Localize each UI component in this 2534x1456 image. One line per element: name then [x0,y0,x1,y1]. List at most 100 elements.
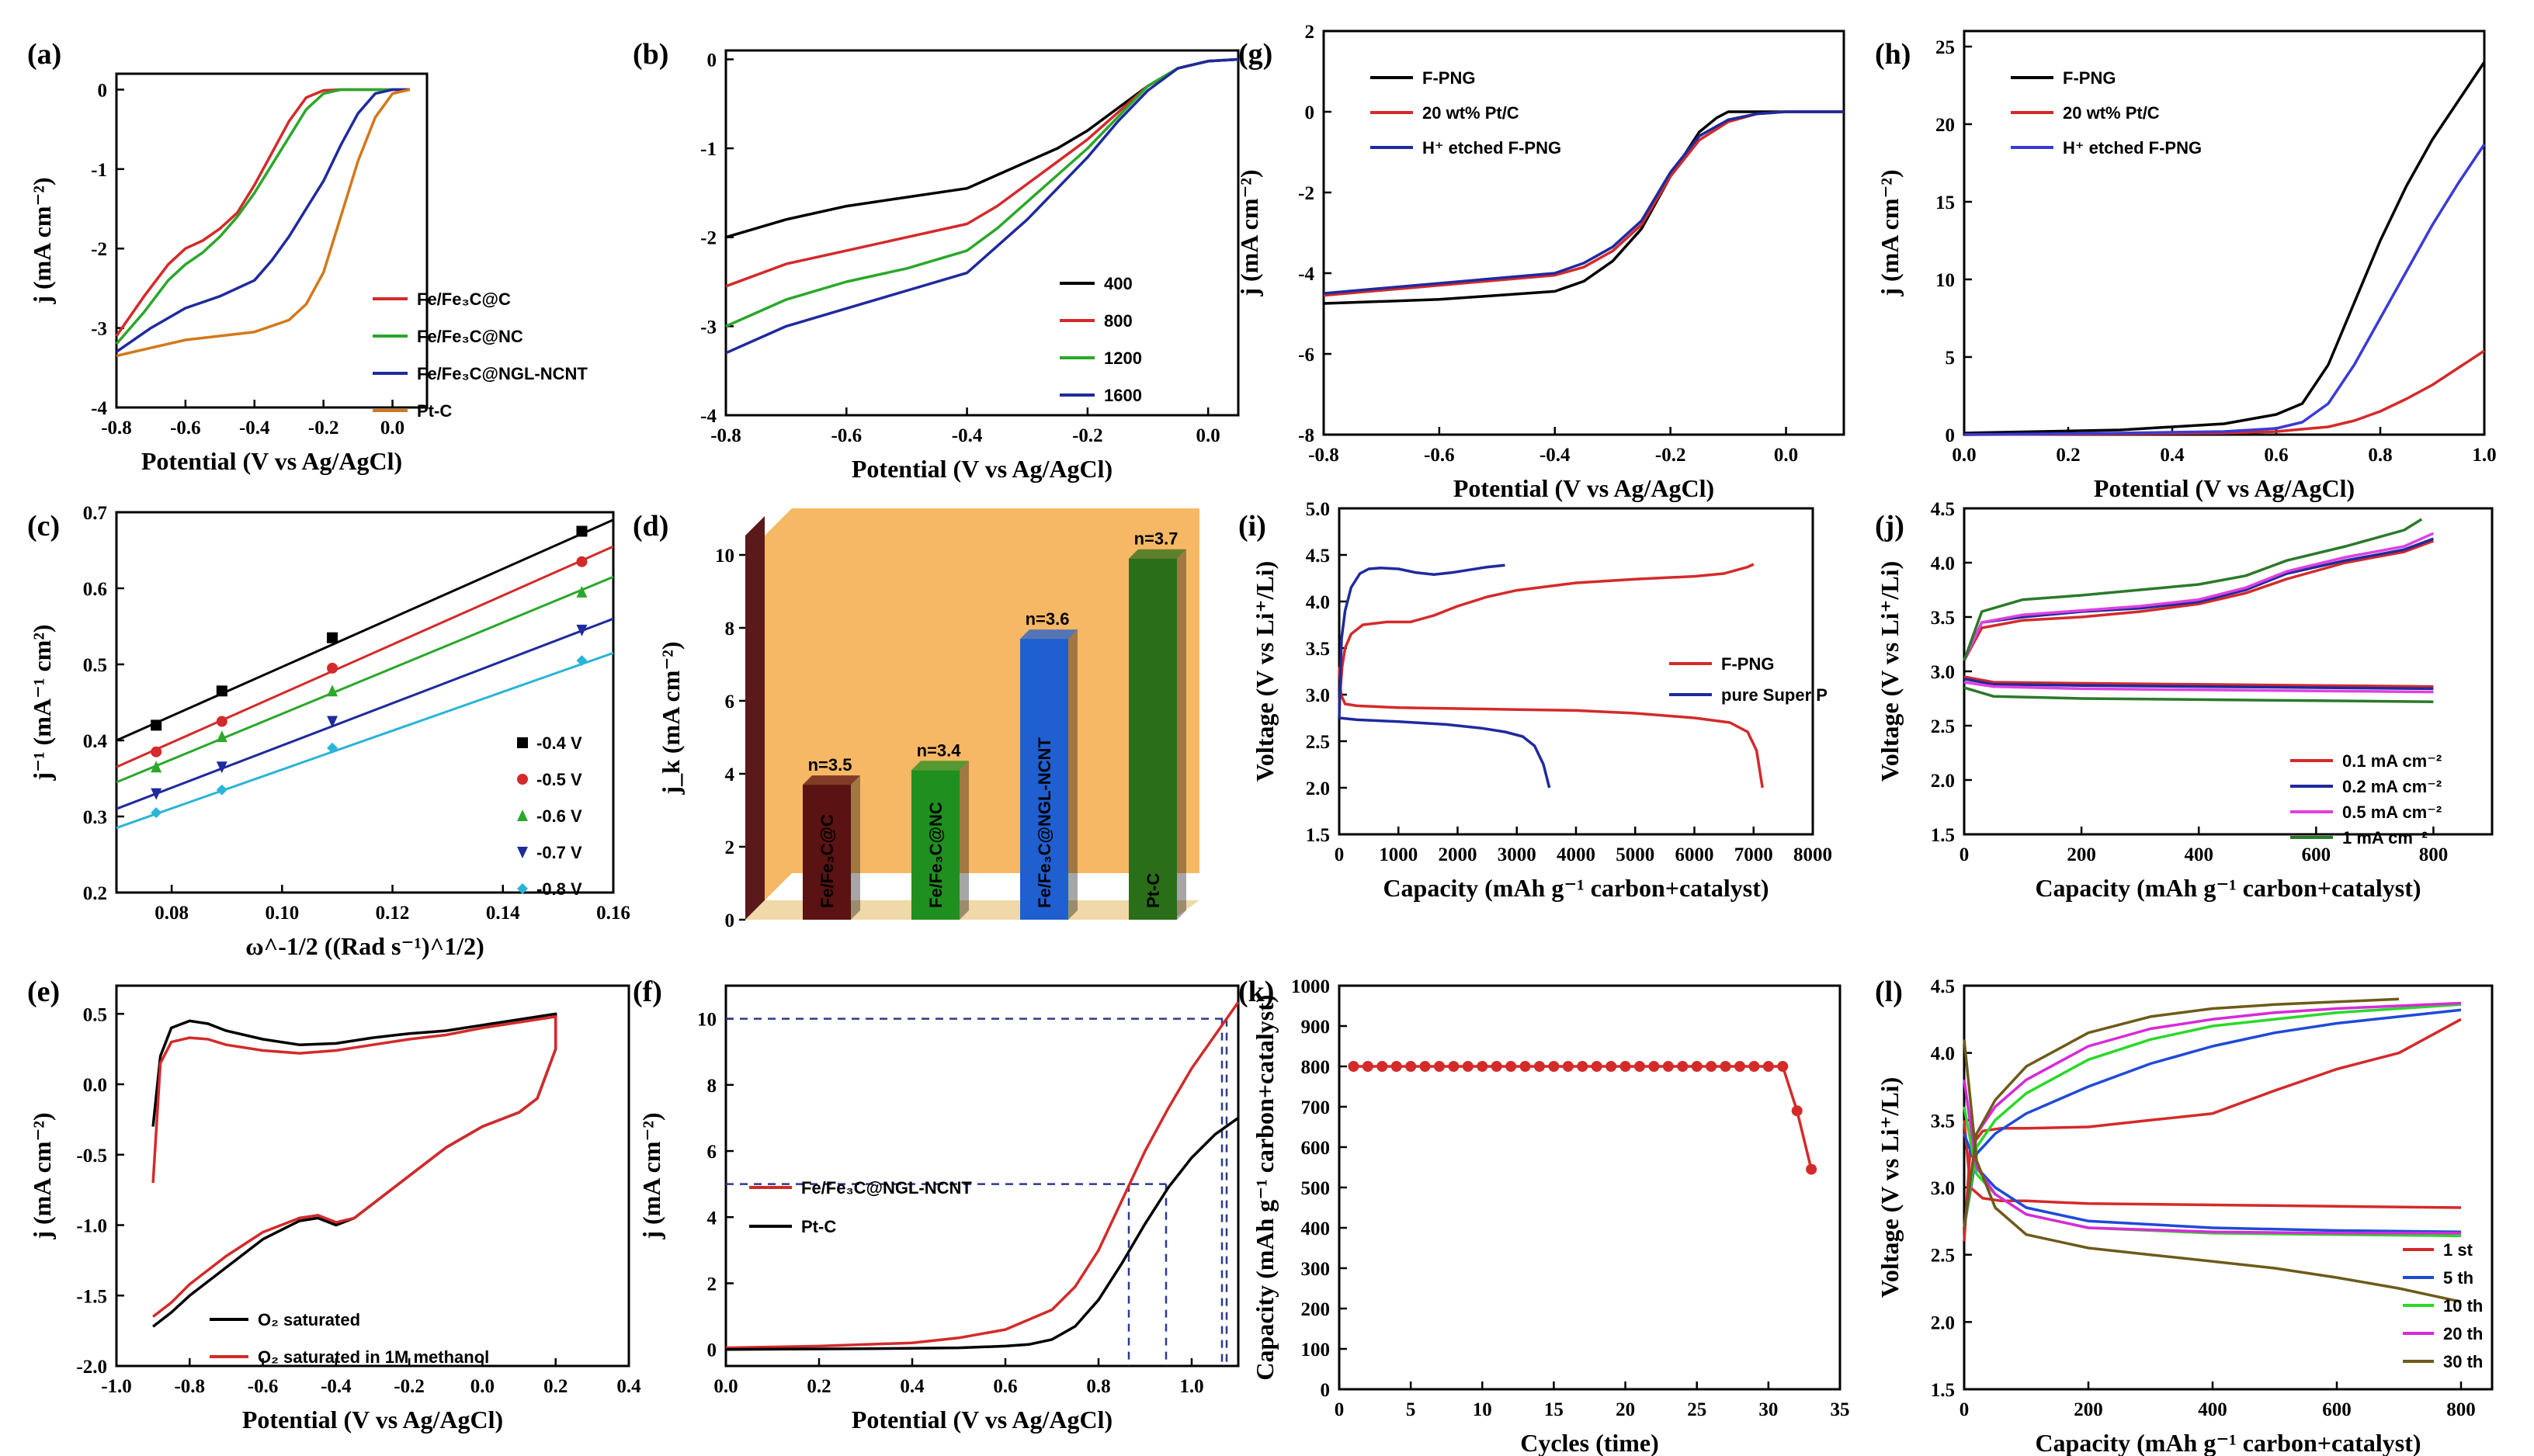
series-line-b [725,57,1239,355]
data-point-c [151,719,162,731]
x-tick-label-k: 10 [1473,1399,1492,1420]
data-point-k [1519,1061,1531,1072]
series-line-i [1338,563,1505,719]
panel-e: (e) -1.0 -0.8 -0.6 -0.4 -0.2 0.0 0.2 0.4 0.5 0.0 -0… [27,976,641,1433]
x-axis-label-l: Capacity (mAh g⁻¹ carbon+catalyst) [2035,1429,2421,1456]
y-tick-label-i: 4.0 [1306,592,1330,613]
x-tick-label-a: -0.4 [239,418,270,439]
y-axis-label-k: Capacity (mAh g⁻¹ carbon+catalyst) [1251,994,1279,1380]
x-tick-label-e: -0.4 [321,1376,352,1397]
data-point-k [1648,1061,1660,1072]
panel-a: (a) -0.8 -0.6 -0.4 -0.2 0.0 0 -1 -2 -3 -4 Potential… [27,38,588,475]
data-point-k [1762,1061,1774,1072]
plot-frame-g [1322,29,1845,436]
x-tick-label-i: 3000 [1498,844,1536,865]
series-line-g [1323,110,1844,295]
legend-label-i: F-PNG [1721,654,1774,674]
y-tick-label-b: -3 [700,317,717,338]
y-tick-label-j: 3.5 [1931,608,1955,629]
x-tick-label-j: 600 [2302,844,2331,865]
fit-line-c [116,518,614,742]
x-tick-label-k: 5 [1406,1399,1416,1420]
x-tick-label-k: 0 [1335,1399,1345,1420]
y-tick-label-f: 10 [697,1010,717,1031]
y-tick-label-g: -8 [1298,425,1314,446]
plot-frame-c [115,511,615,894]
series-line-l [1963,997,2400,1229]
y-tick-label-b: 0 [707,50,717,71]
y-tick-label-i: 3.0 [1306,685,1330,706]
data-point-k [1748,1061,1760,1072]
x-tick-label-a: -0.8 [101,418,132,439]
legend-label-b: 1600 [1104,386,1142,405]
y-tick-label-i: 4.5 [1306,546,1330,567]
x-tick-label-l: 200 [2074,1399,2103,1420]
series-line-j [1963,686,2434,703]
x-tick-label-g: 0.0 [1774,445,1798,466]
y-tick-label-d: 2 [725,837,735,858]
panel-label-g: (g) [1238,38,1272,71]
bar-top-1 [911,761,969,771]
x-tick-label-g: -0.6 [1424,445,1455,466]
data-point-k [1591,1061,1602,1072]
y-tick-label-a: -4 [91,398,107,419]
x-tick-label-l: 600 [2322,1399,2352,1420]
series-line-b [725,57,1239,288]
y-tick-label-k: 800 [1301,1057,1331,1078]
bar-side-3 [1177,549,1186,920]
series-line-f [725,1116,1240,1351]
legend-label-j: 0.2 mA cm⁻² [2342,777,2442,796]
x-tick-label-c: 0.16 [596,903,630,924]
y-tick-label-a: 0 [98,80,108,101]
x-tick-label-e: 0.2 [543,1376,568,1397]
series-line-i [1338,666,1764,789]
panel-label-b: (b) [633,38,668,71]
plot-frame-f [724,984,1240,1368]
y-tick-label-e: 0.0 [83,1075,107,1096]
x-tick-label-f: 0.6 [993,1376,1017,1397]
data-point-k [1720,1061,1731,1072]
legend-label-a: Fe/Fe₃C@NGL-NCNT [417,364,588,383]
data-point-k [1677,1061,1689,1072]
x-tick-label-b: -0.8 [710,425,741,446]
series-line-i [1338,716,1551,789]
data-point-c [216,784,227,796]
data-point-k [1634,1061,1645,1072]
y-axis-label-a: j (mA cm⁻²) [28,177,56,304]
legend-label-l: 10 th [2443,1296,2483,1316]
series-line-i [1338,563,1755,705]
x-tick-label-h: 0.8 [2368,445,2392,466]
y-tick-label-k: 200 [1301,1299,1331,1320]
legend-label-a: Fe/Fe₃C@C [417,289,511,309]
y-axis-label-l: Voltage (V vs Li⁺/Li) [1876,1077,1904,1298]
data-point-c [151,788,162,800]
series-line-e [151,1015,557,1318]
bar-top-0 [803,775,860,785]
y-tick-label-d: 4 [725,764,735,785]
data-point-k [1791,1105,1803,1117]
y-tick-label-j: 4.0 [1931,553,1955,574]
panel-label-a: (a) [27,38,61,71]
series-line-l [1963,1008,2462,1229]
series-line-j [1963,539,2435,661]
data-point-k [1548,1061,1560,1072]
legend-label-l: 1 st [2443,1240,2473,1260]
y-tick-label-h: 0 [1946,425,1956,446]
y-tick-label-e: 0.5 [83,1004,107,1025]
series-line-j [1963,537,2435,661]
legend-label-b: 1200 [1104,348,1142,368]
panel-h: (h) 0.0 0.2 0.4 0.6 0.8 1.0 0 5 10 15 20 25 Potential… [1875,29,2497,502]
data-point-k [1777,1061,1789,1072]
x-tick-label-e: 0.4 [616,1376,641,1397]
x-tick-label-c: 0.08 [154,903,189,924]
panel-b: (b) -0.8 -0.6 -0.4 -0.2 0.0 0 -1 -2 -3 -4 Potential… [633,38,1240,483]
data-point-k [1806,1163,1817,1175]
y-tick-label-e: -1.5 [76,1286,107,1307]
x-tick-label-k: 20 [1616,1399,1635,1420]
y-tick-label-g: -4 [1298,264,1314,285]
series-line-j [1963,681,2434,694]
x-tick-label-a: 0.0 [380,418,404,439]
bar-category-label-0: Fe/Fe₃C@C [817,814,837,908]
legend-label-f: Fe/Fe₃C@NGL-NCNT [801,1178,972,1198]
x-axis-label-g: Potential (V vs Ag/AgCl) [1453,474,1714,502]
